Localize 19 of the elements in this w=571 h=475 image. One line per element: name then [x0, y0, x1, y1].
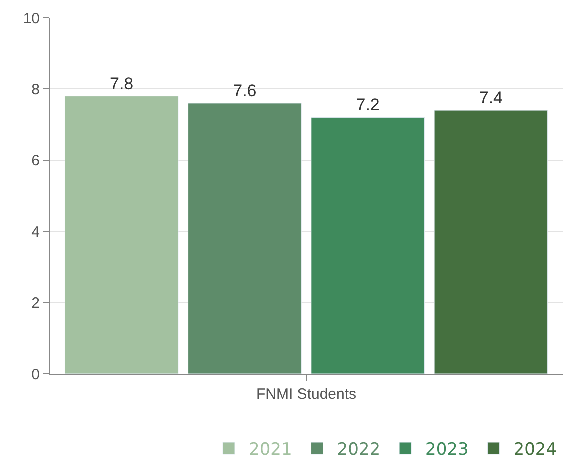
- legend-label: 2024: [514, 440, 558, 460]
- y-tick-label: 8: [32, 81, 40, 98]
- data-label: 7.4: [479, 88, 503, 108]
- data-label: 7.8: [110, 74, 134, 94]
- legend-label: 2021: [249, 440, 292, 460]
- bar: [434, 110, 548, 374]
- data-label: 7.2: [356, 96, 380, 115]
- bar: [64, 96, 179, 374]
- legend-label: 2022: [337, 440, 381, 460]
- y-tick-label: 6: [32, 152, 40, 170]
- y-tick-label: 2: [32, 295, 40, 312]
- x-tick-label: FNMI Students: [256, 386, 357, 403]
- legend-label: 2023: [426, 440, 469, 460]
- bar: [188, 103, 302, 374]
- y-tick-label: 10: [23, 10, 40, 28]
- data-label: 7.6: [233, 81, 257, 100]
- bar: [311, 117, 425, 374]
- y-tick-label: 0: [32, 366, 40, 384]
- y-tick-label: 4: [32, 224, 40, 241]
